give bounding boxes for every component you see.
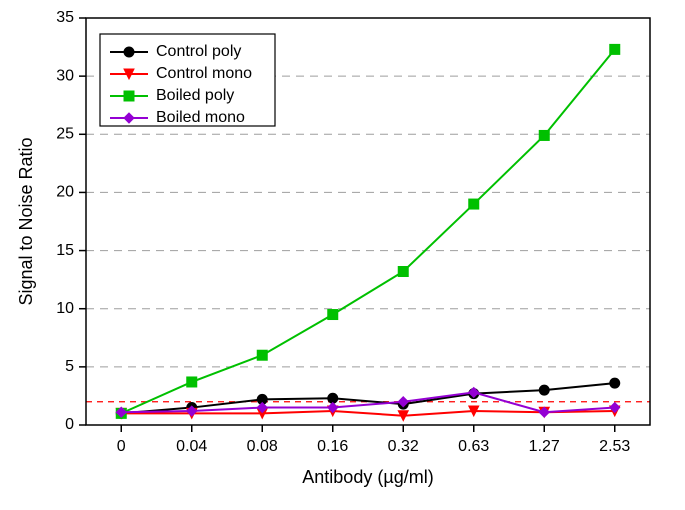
y-tick-label: 0 (65, 416, 74, 433)
x-tick-label: 0.16 (317, 438, 348, 455)
line-chart: 0 5 10 15 20 25 30 35 0 0.04 0.08 0.16 0.32 0.63 1.27 2… (0, 0, 685, 510)
y-tick-label: 15 (56, 242, 74, 259)
legend-item-label: Boiled mono (156, 109, 245, 126)
x-tick-label: 0.32 (388, 438, 419, 455)
y-tick-label: 35 (56, 9, 74, 26)
x-tick-label: 1.27 (529, 438, 560, 455)
y-tick-label: 25 (56, 126, 74, 143)
y-axis-label: Signal to Noise Ratio (16, 137, 36, 305)
y-tick-label: 20 (56, 184, 74, 201)
legend-item-label: Control mono (156, 65, 252, 82)
x-tick-label: 0.04 (176, 438, 207, 455)
legend: Control poly Control mono Boiled poly Boile… (100, 34, 275, 126)
x-tick-label: 0 (117, 438, 126, 455)
y-tick-label: 10 (56, 300, 74, 317)
x-tick-label: 0.08 (247, 438, 278, 455)
legend-item-label: Boiled poly (156, 87, 234, 104)
y-tick-label: 30 (56, 67, 74, 84)
y-tick-label: 5 (65, 358, 74, 375)
legend-item-label: Control poly (156, 43, 241, 60)
x-tick-label: 0.63 (458, 438, 489, 455)
x-axis-label: Antibody (µg/ml) (302, 467, 433, 487)
x-tick-label: 2.53 (599, 438, 630, 455)
